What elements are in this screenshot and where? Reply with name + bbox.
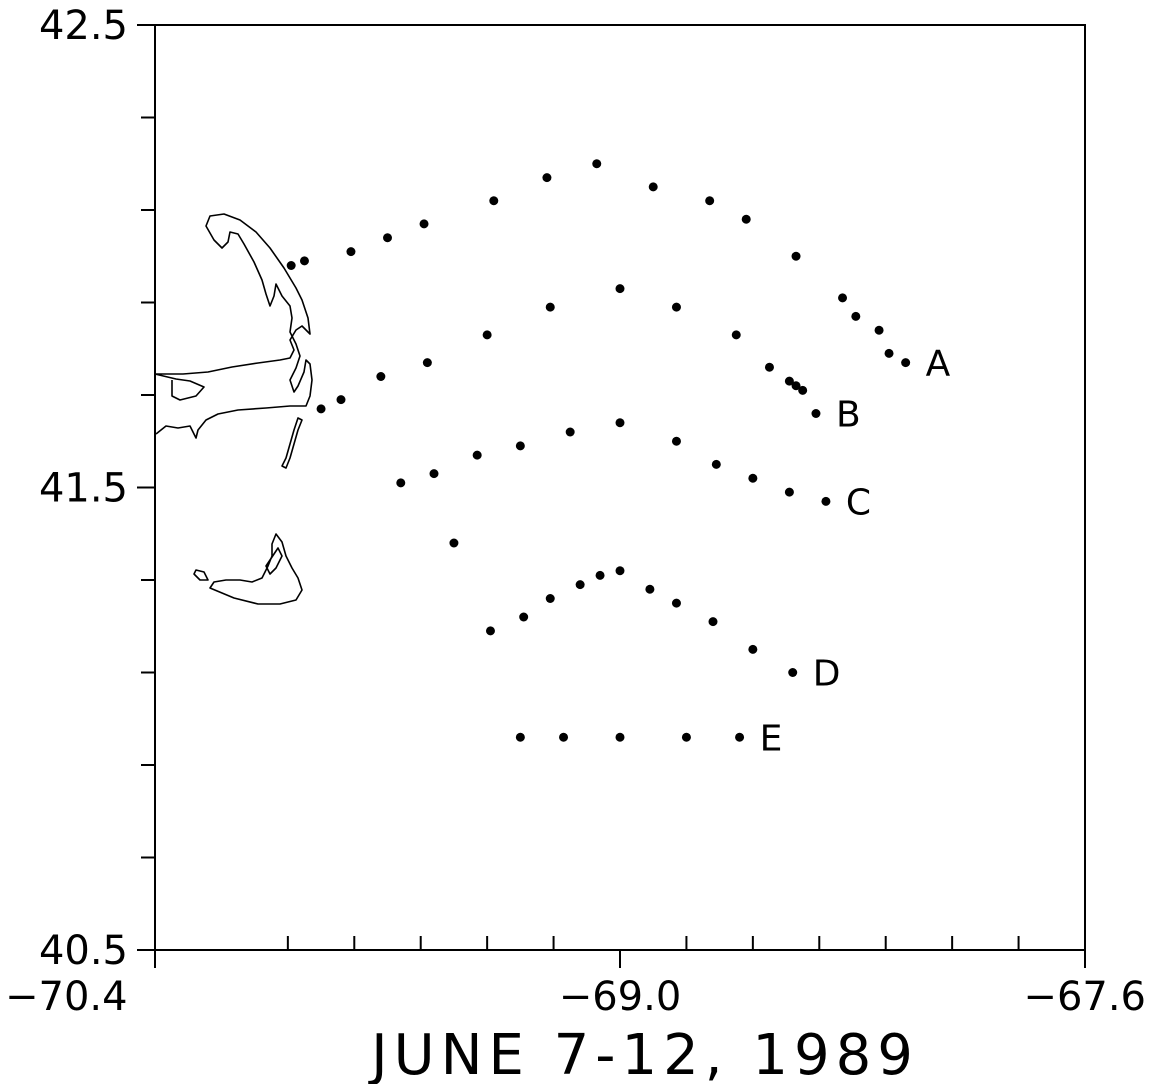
station-point-c <box>615 418 625 428</box>
station-line-label-e: E <box>760 718 783 759</box>
station-point-b <box>811 409 821 418</box>
station-point-b <box>798 385 808 395</box>
station-point-d <box>545 594 555 603</box>
station-point-d <box>519 612 529 622</box>
station-point-c <box>429 469 439 479</box>
station-point-b <box>482 330 492 340</box>
station-point-b <box>376 372 386 381</box>
station-point-b <box>791 381 801 391</box>
station-point-b <box>731 330 741 340</box>
station-point-e <box>615 732 625 742</box>
station-point-a <box>884 348 894 358</box>
station-point-a <box>419 219 429 229</box>
axis-tick-labels: −70.4 −69.0 −67.6 42.5 41.5 40.5 <box>5 3 1146 1020</box>
station-point-a <box>489 196 499 206</box>
station-point-a <box>383 233 392 243</box>
station-point-a <box>791 251 801 261</box>
station-point-b <box>671 302 681 312</box>
station-point-a <box>838 293 848 303</box>
plot-frame <box>154 24 1086 951</box>
station-point-a <box>874 325 884 335</box>
y-tick-label: 42.5 <box>39 3 128 49</box>
station-point-d <box>575 580 585 590</box>
station-point-d <box>671 598 681 608</box>
x-tick-label: −70.4 <box>5 974 128 1020</box>
cape-cod-outline <box>154 213 313 439</box>
y-tick-label: 40.5 <box>39 928 128 974</box>
station-point-d <box>645 584 655 594</box>
station-point-a <box>542 173 552 183</box>
station-point-c <box>472 450 482 460</box>
station-point-a <box>648 182 658 192</box>
x-tick-label: −67.6 <box>1023 974 1146 1020</box>
station-point-c <box>711 459 721 469</box>
axis-ticks <box>137 24 1086 968</box>
station-point-e <box>681 732 691 742</box>
station-point-a <box>286 261 296 270</box>
map-caption: JUNE 7-12, 1989 <box>368 1023 919 1084</box>
y-tick-label: 41.5 <box>39 466 128 512</box>
station-point-b <box>784 376 794 386</box>
station-point-e <box>735 732 745 742</box>
station-points <box>286 159 911 742</box>
station-point-c <box>748 473 758 483</box>
station-point-d <box>595 570 605 580</box>
station-point-b <box>545 302 555 312</box>
station-line-labels: A B C DE <box>760 344 951 760</box>
station-point-c <box>821 496 831 506</box>
station-point-a <box>705 196 715 206</box>
station-point-d <box>788 668 798 677</box>
station-point-c <box>784 487 794 497</box>
station-point-d <box>748 644 758 654</box>
station-line-label-d: D <box>813 654 841 695</box>
nantucket-island-outline <box>209 533 303 605</box>
station-point-a <box>741 214 751 224</box>
station-point-b <box>764 362 774 372</box>
station-point-e <box>515 732 525 742</box>
station-point-b <box>422 358 432 368</box>
station-point-c <box>671 436 681 446</box>
station-point-c <box>396 478 406 488</box>
station-point-b <box>316 404 326 414</box>
station-point-a <box>901 358 911 368</box>
monomoy-island-outline <box>281 417 303 469</box>
tuckernuck-island-outline <box>193 569 209 581</box>
station-point-e <box>559 732 569 742</box>
station-point-d <box>708 617 718 627</box>
station-point-d <box>485 626 495 636</box>
station-line-label-c: C <box>846 482 871 523</box>
coastline-outline <box>154 213 313 605</box>
station-point-a <box>851 311 861 321</box>
station-point-c <box>515 441 525 451</box>
station-point-a <box>592 159 602 169</box>
station-line-label-a: A <box>926 344 951 385</box>
station-point-d <box>449 538 459 548</box>
x-tick-label: −69.0 <box>559 974 682 1020</box>
station-point-d <box>615 566 625 576</box>
station-point-c <box>565 427 575 437</box>
station-line-label-b: B <box>836 395 861 436</box>
station-point-b <box>336 395 346 405</box>
station-point-a <box>299 256 309 266</box>
station-point-b <box>615 284 625 294</box>
station-point-a <box>346 247 356 257</box>
